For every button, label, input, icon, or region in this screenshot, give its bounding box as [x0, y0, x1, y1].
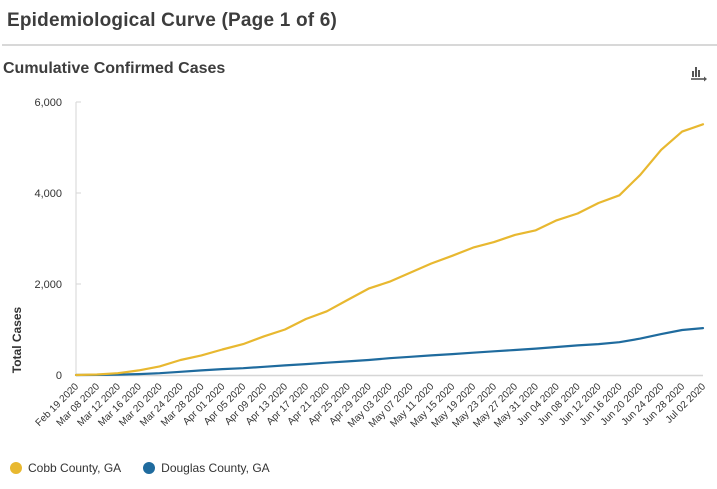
- legend: Cobb County, GA Douglas County, GA: [10, 461, 270, 475]
- page-title: Epidemiological Curve (Page 1 of 6): [7, 10, 338, 31]
- legend-item-douglas[interactable]: Douglas County, GA: [143, 461, 270, 475]
- y-axis-label: Total Cases: [10, 306, 24, 373]
- y-tick-label: 0: [56, 370, 62, 382]
- legend-marker-icon: [10, 462, 22, 474]
- legend-label: Douglas County, GA: [161, 461, 270, 475]
- series-line-cobb-county-ga[interactable]: [74, 123, 705, 377]
- series-lines: [74, 123, 705, 377]
- legend-label: Cobb County, GA: [28, 461, 122, 475]
- y-tick-label: 6,000: [34, 97, 62, 109]
- chart-export-button[interactable]: [690, 64, 710, 82]
- y-tick-label: 4,000: [34, 188, 62, 200]
- y-axis: 0 2,000 4,000 6,000: [34, 97, 81, 382]
- chart-title: Cumulative Confirmed Cases: [3, 60, 226, 77]
- legend-marker-icon: [143, 462, 156, 474]
- chart-export-icon: [691, 67, 707, 82]
- title-divider: [2, 44, 717, 46]
- legend-item-cobb[interactable]: Cobb County, GA: [10, 461, 121, 475]
- series-line-douglas-county-ga[interactable]: [74, 327, 705, 377]
- y-tick-label: 2,000: [34, 279, 62, 291]
